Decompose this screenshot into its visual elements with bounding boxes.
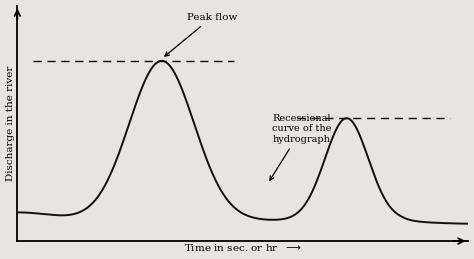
Text: Recessional
curve of the
hydrograph: Recessional curve of the hydrograph [270,114,332,180]
Y-axis label: Discharge in the river: Discharge in the river [6,66,15,181]
X-axis label: Time in sec. or hr  $\longrightarrow$: Time in sec. or hr $\longrightarrow$ [184,242,302,254]
Text: Peak flow: Peak flow [165,13,237,56]
